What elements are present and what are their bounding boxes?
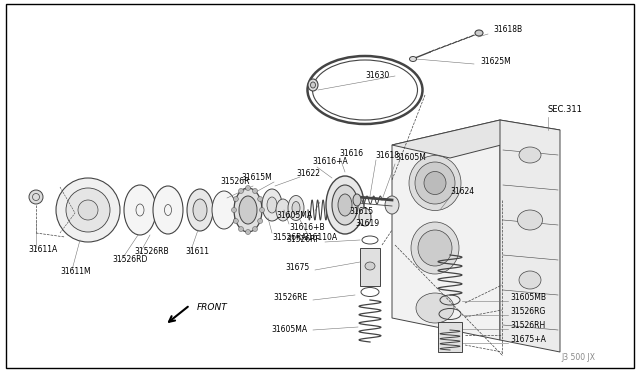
Circle shape: [246, 230, 250, 234]
FancyBboxPatch shape: [360, 248, 380, 286]
Text: 31526RA: 31526RA: [272, 232, 307, 241]
Ellipse shape: [359, 208, 371, 226]
Text: 31526RG: 31526RG: [510, 308, 545, 317]
Circle shape: [66, 188, 110, 232]
Text: 31526RH: 31526RH: [510, 321, 545, 330]
Text: 31526R: 31526R: [221, 177, 250, 186]
FancyBboxPatch shape: [438, 322, 462, 352]
Circle shape: [246, 186, 250, 190]
Text: 31605MA: 31605MA: [277, 211, 313, 219]
Circle shape: [239, 189, 243, 193]
Text: 31615M: 31615M: [241, 173, 272, 183]
Ellipse shape: [410, 57, 417, 61]
Ellipse shape: [292, 202, 300, 215]
Ellipse shape: [262, 189, 282, 221]
Text: 31605M: 31605M: [395, 154, 426, 163]
Text: 31615: 31615: [349, 208, 373, 217]
Text: 31675+A: 31675+A: [510, 336, 546, 344]
Ellipse shape: [288, 196, 304, 221]
Text: 31526RB: 31526RB: [134, 247, 168, 257]
Text: FRONT: FRONT: [197, 303, 228, 312]
Text: 31616+B: 31616+B: [289, 224, 324, 232]
Circle shape: [29, 190, 43, 204]
Circle shape: [234, 196, 238, 202]
Circle shape: [258, 196, 262, 202]
Ellipse shape: [234, 188, 262, 232]
Ellipse shape: [332, 185, 358, 225]
Circle shape: [253, 227, 257, 231]
Ellipse shape: [416, 293, 454, 323]
Text: 31526RF: 31526RF: [286, 235, 320, 244]
Ellipse shape: [239, 196, 257, 224]
Circle shape: [253, 189, 257, 193]
Text: 31618: 31618: [375, 151, 399, 160]
Text: 31605MB: 31605MB: [510, 294, 546, 302]
Ellipse shape: [338, 194, 352, 216]
Text: 31605MA: 31605MA: [272, 326, 308, 334]
Circle shape: [234, 218, 238, 224]
Ellipse shape: [153, 186, 183, 234]
Text: 31611A: 31611A: [28, 246, 57, 254]
Ellipse shape: [475, 30, 483, 36]
Ellipse shape: [326, 176, 364, 234]
Text: 31619: 31619: [355, 218, 379, 228]
Text: 31616: 31616: [339, 148, 363, 157]
Polygon shape: [500, 120, 560, 352]
Text: 31625M: 31625M: [480, 58, 511, 67]
Ellipse shape: [424, 171, 446, 195]
Ellipse shape: [518, 210, 543, 230]
Ellipse shape: [124, 185, 156, 235]
Ellipse shape: [415, 162, 455, 204]
Circle shape: [258, 218, 262, 224]
Text: 31618B: 31618B: [493, 26, 522, 35]
Text: J3 500 JX: J3 500 JX: [561, 353, 595, 362]
Ellipse shape: [519, 147, 541, 163]
Ellipse shape: [409, 155, 461, 211]
Circle shape: [259, 208, 264, 212]
Ellipse shape: [212, 191, 236, 229]
Circle shape: [232, 208, 237, 212]
Text: 31611: 31611: [185, 247, 209, 257]
Ellipse shape: [276, 199, 290, 221]
Ellipse shape: [187, 189, 213, 231]
Ellipse shape: [385, 196, 399, 214]
Text: 31526RD: 31526RD: [112, 256, 147, 264]
Text: 31526RE: 31526RE: [274, 294, 308, 302]
Ellipse shape: [411, 222, 459, 274]
Circle shape: [78, 200, 98, 220]
Ellipse shape: [310, 82, 316, 88]
Text: 31616+A: 31616+A: [312, 157, 348, 167]
Text: 31630: 31630: [365, 71, 390, 80]
Circle shape: [56, 178, 120, 242]
Ellipse shape: [418, 230, 452, 266]
Text: SEC.311: SEC.311: [548, 106, 583, 115]
Ellipse shape: [308, 79, 318, 91]
Text: 31622: 31622: [296, 169, 320, 177]
Text: 31624: 31624: [450, 187, 474, 196]
Polygon shape: [392, 120, 560, 158]
Ellipse shape: [519, 271, 541, 289]
Text: 31611M: 31611M: [60, 267, 91, 276]
Ellipse shape: [365, 262, 375, 270]
Text: 31675: 31675: [285, 263, 310, 273]
Ellipse shape: [267, 197, 277, 213]
Polygon shape: [392, 120, 500, 340]
Ellipse shape: [353, 194, 361, 206]
Text: 316110A: 316110A: [303, 232, 337, 241]
Circle shape: [239, 227, 243, 231]
Ellipse shape: [193, 199, 207, 221]
